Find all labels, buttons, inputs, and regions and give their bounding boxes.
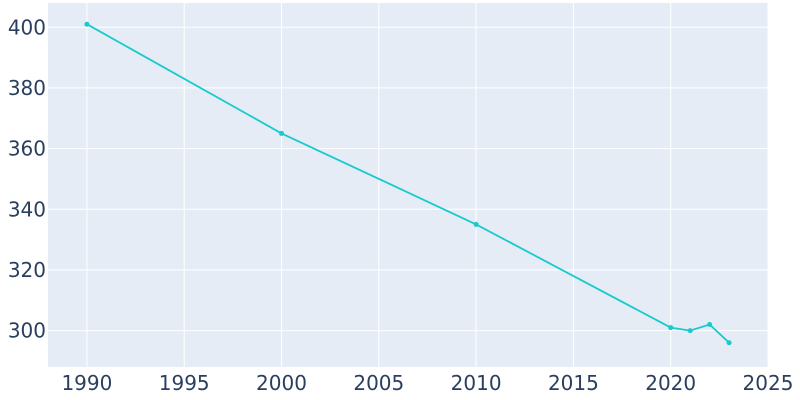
x-tick-label: 1995 xyxy=(159,371,210,395)
x-tick-label: 1990 xyxy=(61,371,112,395)
data-point xyxy=(279,130,285,136)
plot-background xyxy=(48,3,768,367)
data-point xyxy=(707,322,713,328)
data-point xyxy=(668,325,674,331)
x-tick-label: 2005 xyxy=(353,371,404,395)
data-point xyxy=(473,221,479,227)
y-tick-label: 380 xyxy=(8,76,46,100)
x-tick-label: 2025 xyxy=(743,371,794,395)
x-tick-label: 2020 xyxy=(645,371,696,395)
data-point xyxy=(687,328,693,334)
y-tick-label: 320 xyxy=(8,258,46,282)
data-point xyxy=(726,340,732,346)
y-tick-label: 300 xyxy=(8,319,46,343)
y-axis-tick-labels: 300 320 340 360 380 400 xyxy=(8,15,46,342)
x-tick-label: 2000 xyxy=(256,371,307,395)
grid-lines xyxy=(48,3,769,367)
y-tick-label: 340 xyxy=(8,197,46,221)
data-point xyxy=(84,21,90,27)
y-tick-label: 400 xyxy=(8,15,46,39)
x-axis-tick-labels: 1990 1995 2000 2005 2010 2015 2020 2025 xyxy=(61,371,793,395)
series-points xyxy=(84,21,732,346)
y-tick-label: 360 xyxy=(8,137,46,161)
x-tick-label: 2010 xyxy=(451,371,502,395)
x-tick-label: 2015 xyxy=(548,371,599,395)
